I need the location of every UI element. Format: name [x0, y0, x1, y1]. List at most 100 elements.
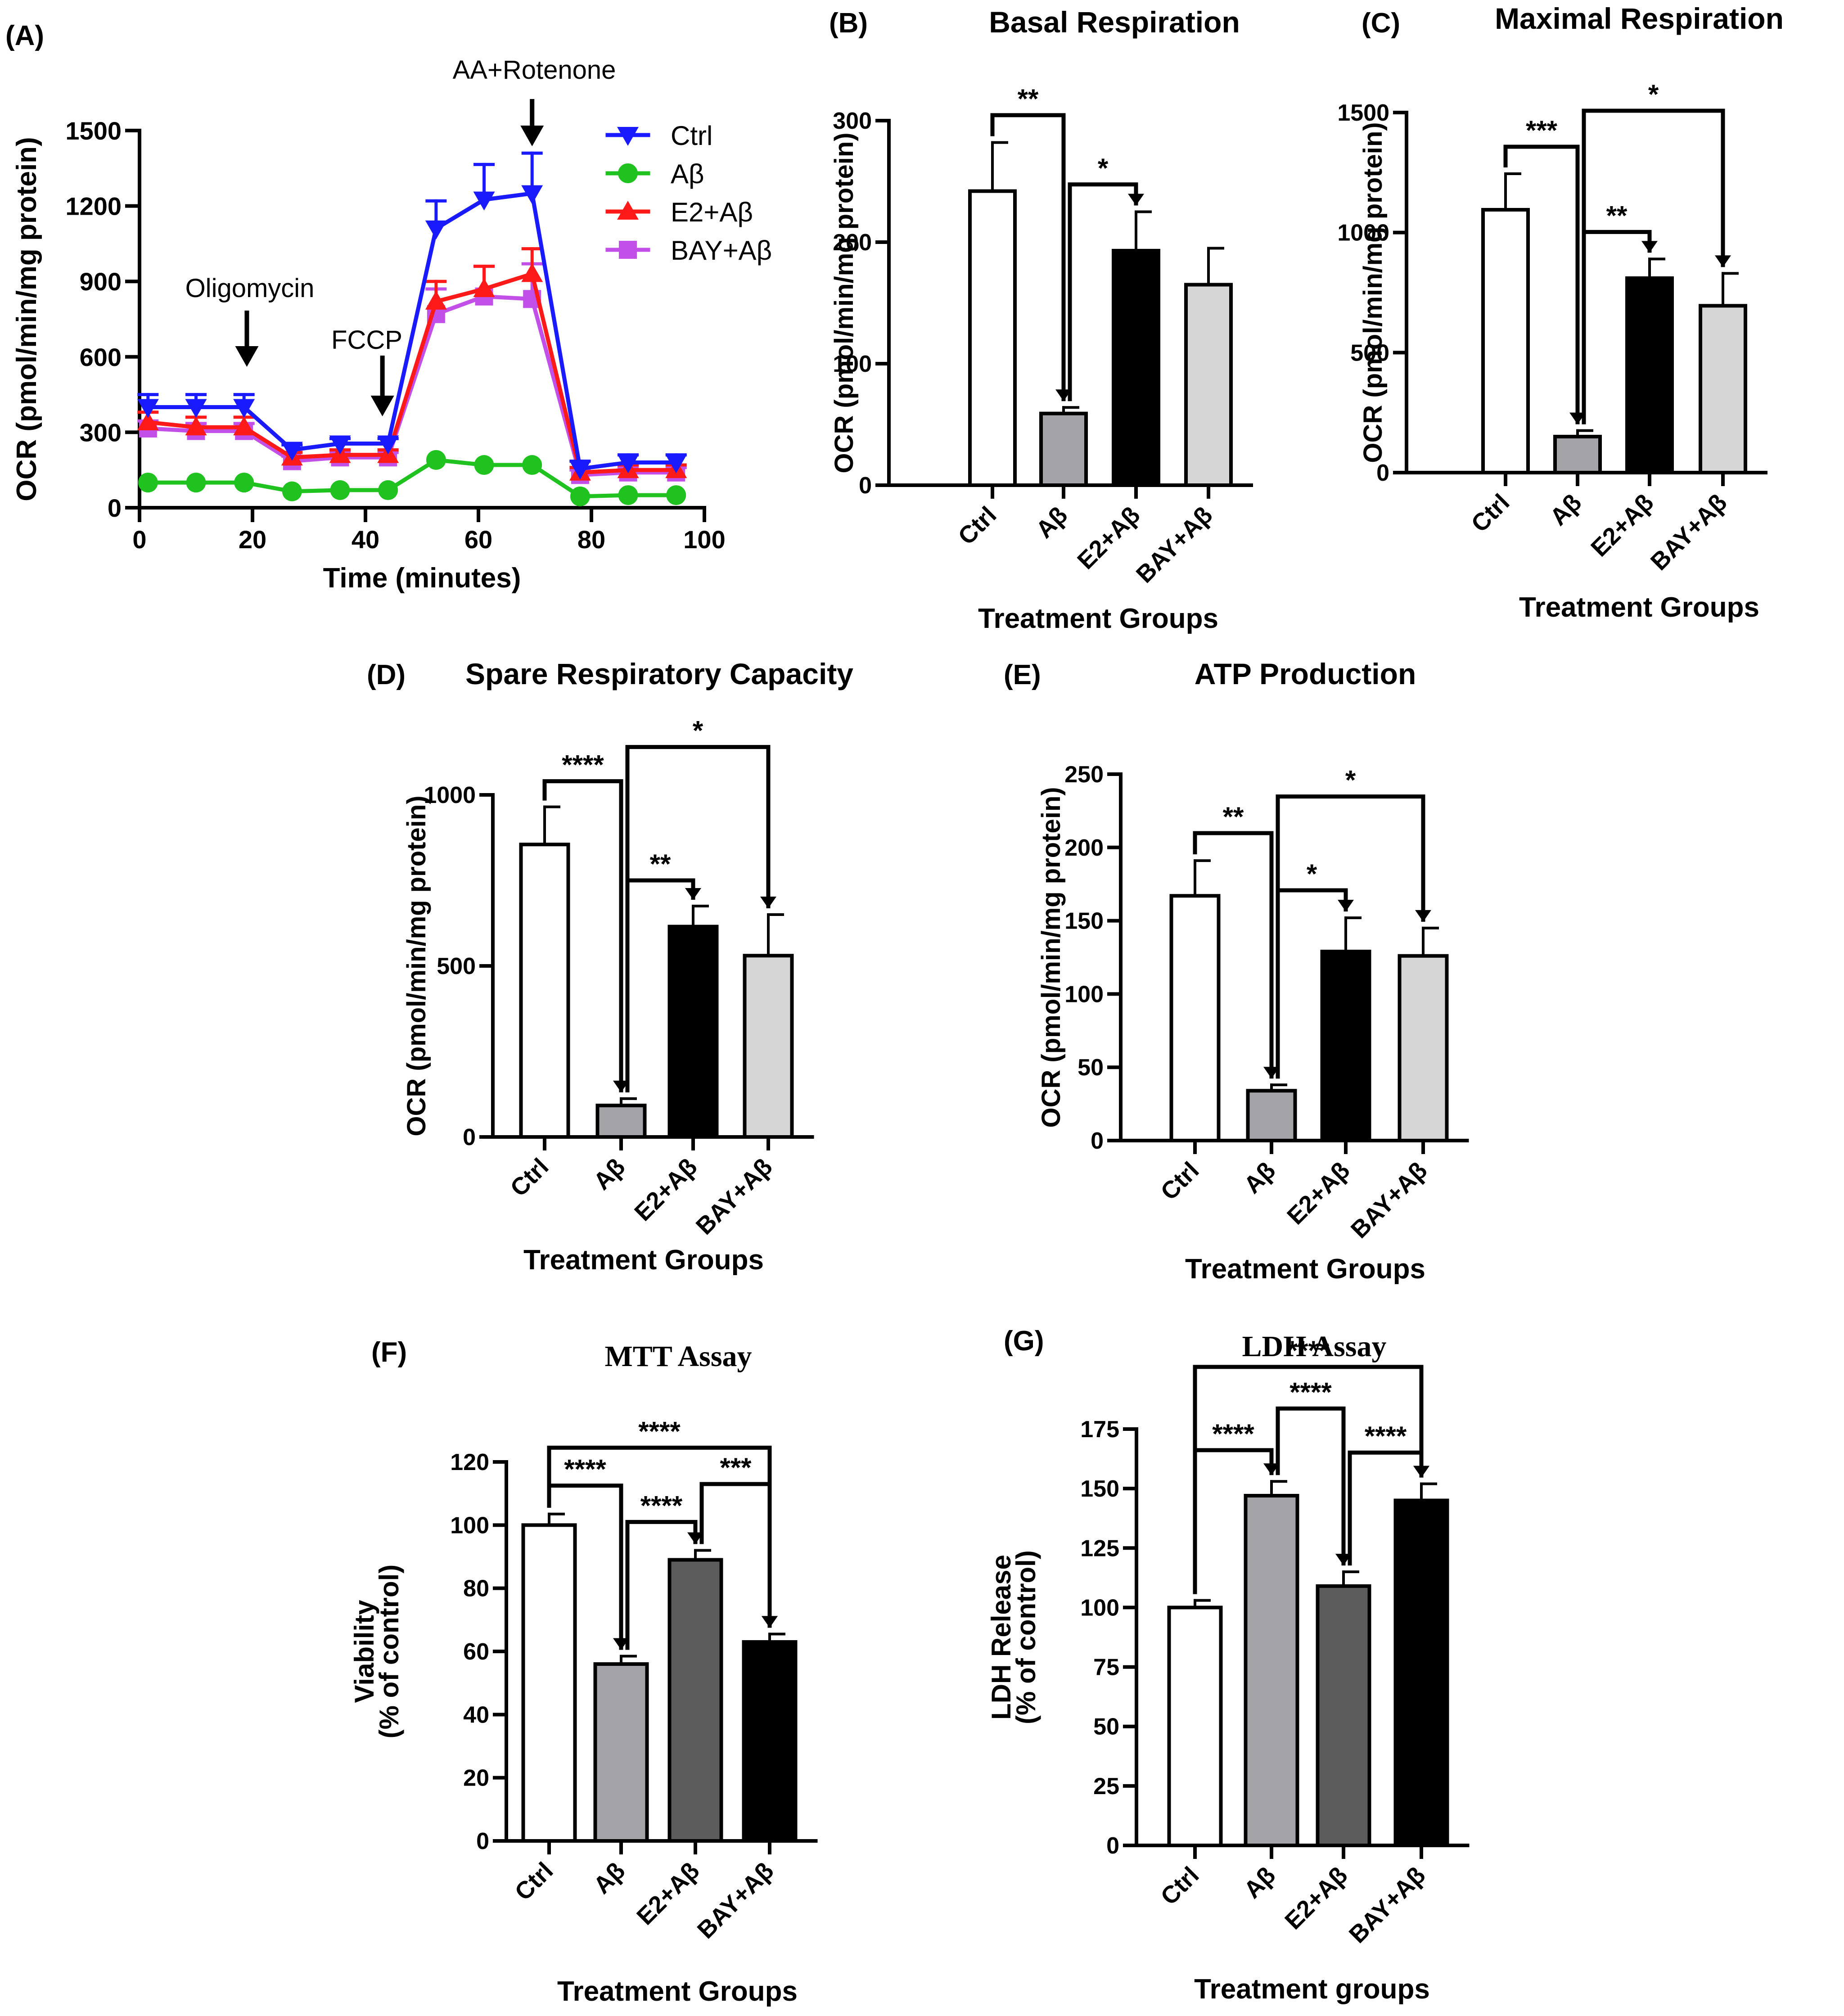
bracket-arrowhead — [1055, 389, 1072, 401]
chart-title: Basal Respiration — [989, 5, 1240, 39]
y-tick-label: 20 — [463, 1765, 489, 1791]
bar — [1398, 954, 1449, 1142]
data-point — [474, 455, 494, 475]
data-point — [426, 450, 446, 470]
bracket-arrowhead — [687, 1532, 703, 1544]
panel-label: (A) — [5, 20, 44, 51]
data-point — [473, 278, 495, 297]
series-line — [137, 247, 687, 481]
bar — [1244, 1494, 1299, 1847]
data-point — [618, 485, 638, 505]
data-point — [137, 399, 159, 418]
significance-label: * — [1098, 153, 1109, 183]
y-axis-label: Viability — [349, 1600, 379, 1703]
x-tick-label: BAY+Aβ — [1131, 501, 1218, 588]
y-tick-label: 0 — [108, 494, 122, 522]
x-tick-label: E2+Aβ — [1280, 1862, 1353, 1935]
y-tick-label: 60 — [463, 1639, 489, 1665]
y-tick-label: 100 — [1080, 1595, 1119, 1621]
annotation-arrowhead — [370, 396, 394, 416]
y-tick-label: 100 — [1064, 981, 1104, 1007]
y-tick-label: 200 — [833, 230, 872, 256]
data-point — [666, 485, 686, 505]
y-tick-label: 0 — [463, 1124, 476, 1150]
bar — [1393, 1498, 1449, 1848]
series-line — [138, 450, 686, 506]
y-tick-label: 80 — [463, 1576, 489, 1602]
bar — [1625, 276, 1674, 474]
significance-label: * — [1648, 79, 1659, 109]
y-tick-label: 50 — [1093, 1714, 1119, 1740]
significance-bracket: **** — [1193, 1335, 1429, 1594]
chart-title: LDH Assay — [1242, 1330, 1387, 1363]
significance-label: **** — [564, 1454, 606, 1484]
significance-label: **** — [562, 750, 604, 780]
y-tick-label: 75 — [1093, 1655, 1119, 1681]
data-point — [617, 127, 639, 146]
y-tick-label: 40 — [463, 1702, 489, 1728]
significance-label: ** — [650, 849, 671, 879]
y-axis-label: OCR (pmol/min/mg protein) — [830, 132, 859, 473]
x-tick-label: 80 — [577, 525, 605, 554]
significance-label: **** — [640, 1490, 683, 1520]
bracket-arrowhead — [762, 1616, 778, 1628]
data-point — [522, 455, 542, 475]
data-point — [185, 416, 207, 436]
bracket-arrowhead — [1715, 255, 1731, 267]
x-tick-label: Aβ — [1239, 1862, 1280, 1903]
y-tick-label: 300 — [833, 108, 872, 134]
data-point — [281, 442, 303, 461]
bar — [1699, 304, 1747, 474]
x-tick-label: E2+Aβ — [629, 1153, 702, 1226]
panel-g: (G) LDH Assay 0 25 50 75 100 125 150 175 LDH Relea… — [986, 1326, 1470, 2005]
y-tick-label: 150 — [1080, 1476, 1119, 1502]
bracket-arrowhead — [1335, 1554, 1352, 1566]
x-tick-label: Aβ — [1031, 501, 1073, 543]
x-tick-label: BAY+Aβ — [691, 1153, 778, 1240]
bracket-line — [1276, 1406, 1346, 1566]
data-point — [425, 220, 447, 239]
y-tick-label: 175 — [1080, 1416, 1119, 1443]
data-point — [617, 454, 639, 474]
bar — [968, 189, 1017, 487]
chart-title: Maximal Respiration — [1495, 2, 1784, 35]
annotation-arrowhead — [520, 126, 544, 146]
data-point — [233, 416, 255, 436]
bar — [1481, 208, 1530, 474]
significance-label: * — [693, 716, 703, 746]
x-tick-label: E2+Aβ — [1282, 1157, 1355, 1230]
bar — [667, 925, 719, 1139]
x-tick-label: Aβ — [588, 1857, 630, 1899]
bar — [1316, 1584, 1371, 1848]
x-tick-label: Ctrl — [953, 501, 1001, 550]
series-path — [148, 191, 676, 471]
bracket-arrowhead — [1569, 412, 1586, 424]
annotation-label: Oligomycin — [185, 274, 315, 303]
panel-label: (E) — [1004, 659, 1041, 690]
bracket-line — [547, 1445, 772, 1628]
y-tick-label: 1000 — [1337, 220, 1389, 246]
y-tick-label: 200 — [1064, 835, 1104, 861]
significance-label: **** — [1365, 1421, 1407, 1451]
significance-label: *** — [1526, 115, 1558, 145]
y-tick-label: 100 — [450, 1512, 489, 1538]
y-tick-label: 500 — [437, 953, 476, 979]
x-axis-label: Time (minutes) — [323, 563, 521, 594]
bar — [1112, 248, 1160, 487]
bar — [593, 1662, 649, 1843]
bracket-line — [990, 113, 1066, 401]
significance-bracket: * — [625, 716, 776, 1092]
bar — [519, 843, 570, 1139]
bracket-arrowhead — [1415, 910, 1431, 922]
significance-label: *** — [720, 1452, 752, 1483]
bar — [1553, 435, 1602, 474]
panel-d: (D) Spare Respiratory Capacity 0 500 1000OCR… — [367, 657, 853, 1276]
chart-title: MTT Assay — [604, 1340, 752, 1373]
y-tick-label: 120 — [450, 1449, 489, 1475]
x-axis-label: Treatment groups — [1194, 1974, 1430, 2005]
panel-label: (F) — [371, 1337, 407, 1368]
data-point — [425, 290, 447, 310]
y-tick-label: 1500 — [1337, 100, 1389, 126]
